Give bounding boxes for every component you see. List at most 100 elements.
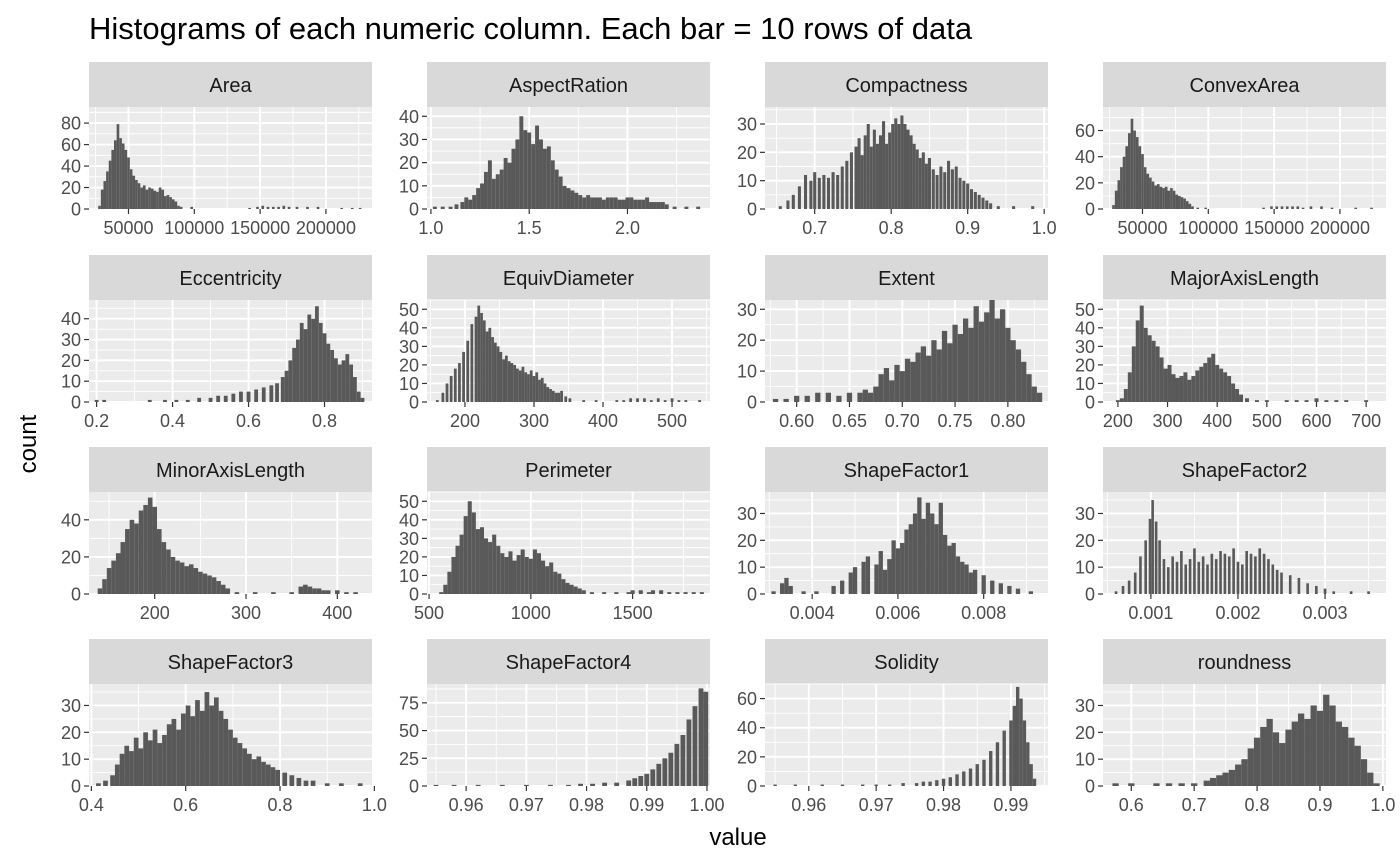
histogram-bar bbox=[353, 592, 358, 594]
y-tick-label: 0 bbox=[409, 200, 419, 220]
facet-strip-label: ShapeFactor3 bbox=[168, 652, 294, 674]
histogram-bar bbox=[476, 188, 481, 209]
histogram-bar bbox=[275, 769, 281, 786]
histogram-bar bbox=[964, 564, 969, 594]
histogram-bar bbox=[915, 149, 919, 209]
histogram-bar bbox=[541, 560, 546, 594]
histogram-bar bbox=[549, 389, 552, 402]
histogram-bar bbox=[204, 692, 210, 786]
histogram-bar bbox=[157, 743, 163, 786]
histogram-bar bbox=[207, 575, 212, 594]
x-tick-label: 1000 bbox=[511, 603, 551, 623]
histogram-bar bbox=[617, 199, 622, 209]
histogram-bar bbox=[1187, 379, 1192, 402]
histogram-bar bbox=[1026, 742, 1030, 786]
histogram-bar bbox=[1141, 154, 1144, 209]
histogram-bar bbox=[251, 759, 257, 786]
y-tick-label: 10 bbox=[737, 362, 757, 382]
histogram-bar bbox=[315, 306, 319, 402]
histogram-bar bbox=[1151, 500, 1154, 594]
x-tick-label: 0.8 bbox=[268, 795, 293, 815]
y-tick-label: 0 bbox=[71, 200, 81, 220]
histogram-bar bbox=[1127, 580, 1131, 594]
panel-background bbox=[765, 684, 1048, 786]
histogram-bar bbox=[554, 169, 559, 209]
histogram-bar bbox=[1144, 540, 1147, 594]
histogram-bar bbox=[474, 316, 478, 402]
histogram-bar bbox=[649, 202, 654, 209]
histogram-bar bbox=[102, 579, 107, 594]
facet-strip bbox=[89, 639, 372, 684]
histogram-bar bbox=[1005, 327, 1011, 402]
histogram-bar bbox=[921, 518, 926, 594]
histogram-bar bbox=[1185, 201, 1189, 209]
x-tick-label: 0.7 bbox=[1182, 795, 1207, 815]
histogram-bar bbox=[867, 392, 874, 402]
histogram-bar bbox=[1219, 368, 1224, 402]
histogram-bar bbox=[917, 497, 922, 594]
histogram-bar bbox=[296, 339, 300, 402]
histogram-bar bbox=[978, 321, 985, 402]
histogram-bar bbox=[166, 724, 172, 786]
histogram-bar bbox=[649, 400, 653, 402]
histogram-bar bbox=[475, 784, 481, 786]
histogram-bar bbox=[480, 183, 484, 209]
x-tick-label: 0.65 bbox=[832, 411, 867, 431]
histogram-bar bbox=[98, 205, 101, 209]
histogram-bar bbox=[467, 501, 472, 594]
histogram-bar bbox=[904, 529, 909, 594]
histogram-bar bbox=[878, 551, 883, 594]
histogram-bar bbox=[897, 124, 901, 209]
histogram-bar bbox=[1009, 720, 1013, 786]
histogram-bar bbox=[894, 364, 900, 402]
histogram-bar bbox=[188, 564, 194, 594]
histogram-bar bbox=[857, 392, 863, 402]
histogram-bar bbox=[906, 129, 910, 209]
x-tick-label: 0.60 bbox=[779, 411, 814, 431]
histogram-bar bbox=[520, 549, 525, 594]
histogram-bar bbox=[508, 551, 513, 594]
histogram-bar bbox=[1178, 195, 1181, 209]
histogram-bar bbox=[1330, 207, 1334, 209]
histogram-bar bbox=[1193, 548, 1196, 594]
histogram-bar bbox=[125, 529, 130, 594]
histogram-bar bbox=[487, 160, 492, 209]
histogram-bar bbox=[134, 523, 139, 594]
histogram-bar bbox=[817, 177, 821, 209]
x-tick-label: 0.70 bbox=[885, 411, 920, 431]
x-tick-label: 0.96 bbox=[449, 795, 484, 815]
histogram-bar bbox=[127, 157, 130, 209]
histogram-bar bbox=[962, 180, 966, 209]
facet-panel-ConvexArea: ConvexArea 0 20 40 60 50000 100000 150000 200000 bbox=[1075, 62, 1386, 238]
y-tick-label: 20 bbox=[737, 747, 757, 767]
histogram-bar bbox=[307, 314, 312, 402]
histogram-bar bbox=[1267, 559, 1270, 594]
histogram-bar bbox=[477, 305, 481, 402]
x-tick-label: 1.0 bbox=[1370, 795, 1395, 815]
histogram-bar bbox=[590, 783, 595, 786]
y-tick-label: 60 bbox=[61, 135, 81, 155]
histogram-bar bbox=[1032, 778, 1037, 786]
histogram-bar bbox=[680, 735, 686, 786]
y-tick-label: 20 bbox=[61, 178, 81, 198]
histogram-bar bbox=[910, 361, 916, 402]
histogram-bar bbox=[938, 502, 943, 594]
histogram-bar bbox=[318, 322, 323, 402]
histogram-bar bbox=[594, 197, 598, 209]
histogram-bar bbox=[968, 572, 973, 594]
histogram-bar bbox=[962, 318, 969, 402]
histogram-bar bbox=[1191, 783, 1198, 786]
histogram-bar bbox=[338, 783, 344, 786]
histogram-bar bbox=[435, 400, 439, 402]
histogram-bar bbox=[485, 331, 489, 402]
y-tick-label: 30 bbox=[399, 337, 419, 357]
x-tick-label: 0.97 bbox=[859, 795, 894, 815]
histogram-bar bbox=[900, 543, 905, 594]
histogram-bar bbox=[1165, 783, 1173, 786]
facet-strip-label: EquivDiameter bbox=[503, 268, 635, 290]
histogram-bar bbox=[683, 592, 688, 594]
histogram-bar bbox=[994, 318, 1000, 402]
histogram-bar bbox=[912, 513, 918, 594]
histogram-bar bbox=[1180, 197, 1184, 209]
